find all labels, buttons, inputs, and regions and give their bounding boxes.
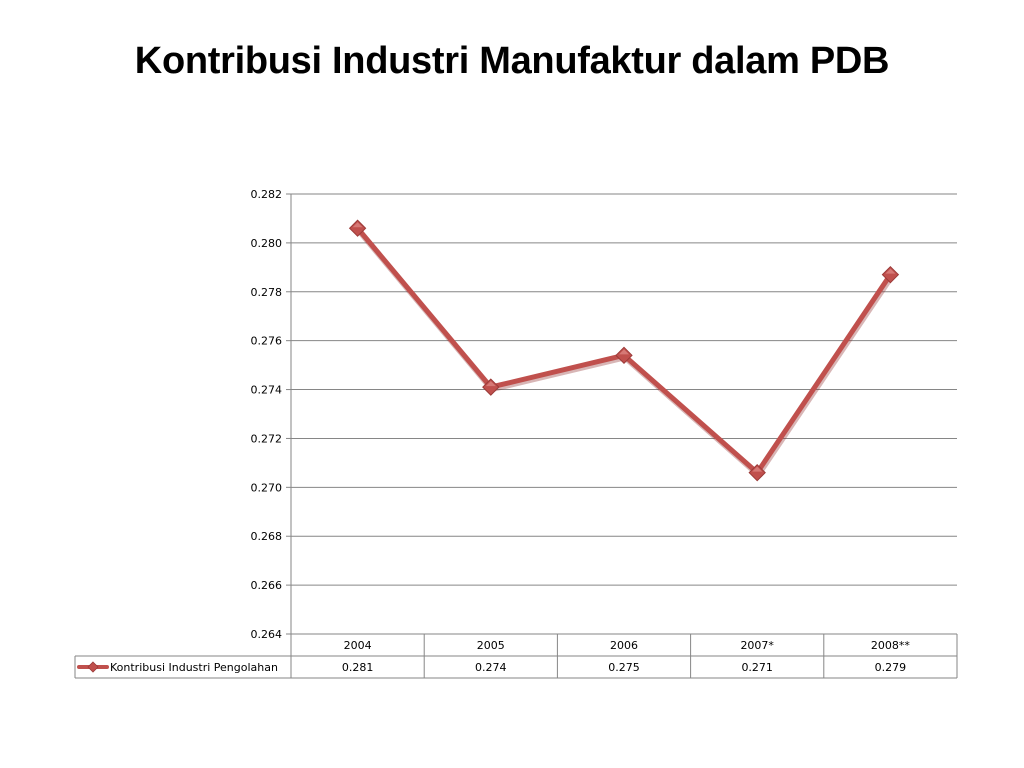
y-tick-label: 0.274 — [251, 384, 283, 397]
table-value: 0.281 — [342, 661, 374, 674]
y-tick-label: 0.282 — [251, 188, 283, 201]
data-point-marker — [348, 219, 367, 237]
data-point-marker — [748, 463, 766, 482]
data-table: 2004 2005 2006 2007* 2008** Kontribusi Indust… — [74, 633, 958, 679]
gridlines — [291, 193, 957, 586]
table-value: 0.271 — [741, 661, 773, 674]
y-tick-label: 0.266 — [251, 579, 283, 592]
x-category-label: 2005 — [477, 639, 505, 652]
y-tick-label: 0.272 — [251, 432, 283, 445]
x-category-label: 2008** — [871, 639, 910, 652]
table-value: 0.275 — [608, 661, 640, 674]
series-name: Kontribusi Industri Pengolahan — [110, 661, 278, 674]
slide-title: Kontribusi Industri Manufaktur dalam PDB — [134, 40, 890, 82]
legend-marker — [87, 661, 99, 673]
table-value: 0.279 — [875, 661, 907, 674]
data-point-highlight — [752, 466, 763, 472]
y-tick-label: 0.276 — [251, 335, 283, 348]
y-tick-label: 0.278 — [251, 286, 283, 299]
x-category-label: 2007* — [740, 639, 774, 652]
y-tick-label: 0.270 — [251, 481, 283, 494]
x-category-label: 2004 — [344, 639, 372, 652]
legend-key — [77, 661, 109, 673]
y-tick-label: 0.264 — [251, 628, 283, 641]
data-point-marker — [881, 265, 900, 284]
x-category-label: 2006 — [610, 639, 638, 652]
table-value: 0.274 — [475, 661, 507, 674]
data-point-highlight — [619, 349, 629, 355]
data-point-marker — [482, 378, 500, 396]
data-point-highlight — [352, 222, 363, 228]
y-tick-label: 0.268 — [251, 530, 283, 543]
series-kontribusi — [348, 219, 900, 482]
data-point-marker — [615, 346, 633, 365]
y-tick-label: 0.280 — [251, 237, 283, 250]
data-point-highlight — [485, 381, 496, 387]
y-axis-ticks: 0.264 0.266 0.268 0.270 0.272 0.274 0.276 0.278… — [251, 188, 291, 641]
data-point-highlight — [885, 268, 896, 274]
